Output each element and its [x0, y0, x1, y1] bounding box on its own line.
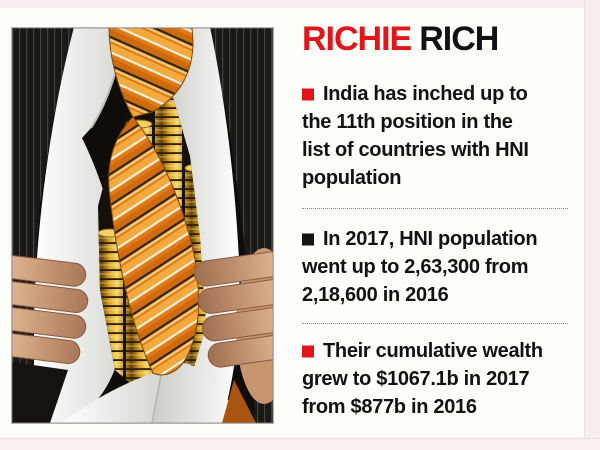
bullet-square-icon: [302, 233, 314, 246]
bullet-line: population: [302, 167, 402, 189]
bullet-text: India has inched up to the 11th position …: [302, 83, 583, 192]
wealth-photo-illustration: [12, 28, 273, 423]
bullet-square-icon: [302, 88, 314, 101]
page-frame-bottom: [0, 438, 600, 450]
left-hand: [12, 255, 89, 423]
title-word-1: RICHIE: [302, 20, 412, 58]
bullet-text: In 2017, HNI population went up to 2,63,3…: [302, 228, 583, 309]
shirt-bottom-folds: [62, 363, 240, 423]
right-hand: [193, 248, 273, 404]
dotted-divider: [302, 323, 568, 324]
bullet-list: India has inched up to the 11th position …: [302, 58, 583, 421]
bullet-line: from $877b in 2016: [302, 396, 477, 418]
bullet-line: went up to 2,63,300 from: [302, 256, 529, 278]
bullet-line: list of countries with HNI: [302, 139, 529, 161]
bullet-item: In 2017, HNI population went up to 2,63,3…: [302, 209, 583, 323]
bullet-line: the 11th position in the: [302, 111, 513, 133]
bullet-item: India has inched up to the 11th position …: [302, 58, 583, 208]
necktie: [108, 28, 256, 423]
wealth-photo: [11, 27, 274, 424]
bullet-text: Their cumulative wealth grew to $1067.1b …: [302, 340, 583, 421]
title-word-2: RICH: [419, 20, 499, 58]
bullet-line: India has inched up to: [323, 83, 528, 105]
dotted-divider: [302, 208, 568, 209]
bullet-line: grew to $1067.1b in 2017: [302, 368, 530, 390]
bullet-item: Their cumulative wealth grew to $1067.1b …: [302, 324, 583, 421]
page-title: RICHIE RICH: [302, 20, 583, 58]
bullet-line: 2,18,600 in 2016: [302, 284, 449, 306]
page-frame-top: [0, 0, 600, 8]
bullet-line: Their cumulative wealth: [323, 340, 543, 362]
bullet-square-icon: [302, 345, 314, 358]
fact-panel: RICHIE RICH India has inched up to the 11t…: [302, 20, 583, 421]
page-frame-right: [584, 0, 600, 450]
bullet-line: In 2017, HNI population: [323, 228, 538, 250]
